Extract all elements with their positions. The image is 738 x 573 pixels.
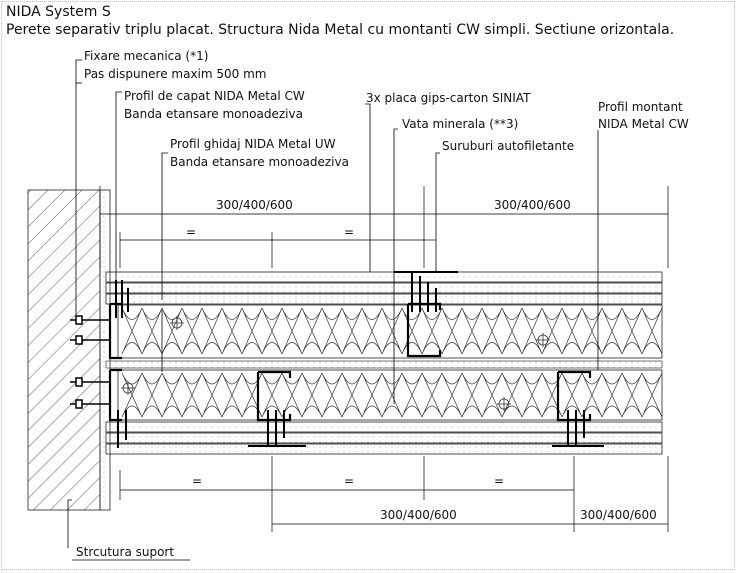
- upper-insulation: [117, 304, 663, 359]
- dim-top-right: 300/400/600: [494, 198, 571, 212]
- drawing-subtitle: Perete separativ triplu placat. Structur…: [6, 22, 675, 38]
- leader-lines: [67, 59, 599, 561]
- label-structura-suport: Strcutura suport: [76, 545, 174, 559]
- dim-bottom-right: 300/400/600: [580, 508, 657, 522]
- label-profil-ghidaj: Profil ghidaj NIDA Metal UW: [170, 137, 336, 151]
- metal-profiles: [108, 302, 592, 422]
- label-placa-gips: 3x placa gips-carton SINIAT: [366, 91, 531, 105]
- support-wall: [27, 189, 111, 511]
- label-vata-minerala: Vata minerala (**3): [402, 117, 518, 131]
- upper-boards: [105, 271, 663, 305]
- dim-bottom-mid: 300/400/600: [380, 508, 457, 522]
- dim-top-left: 300/400/600: [216, 198, 293, 212]
- insulation-pattern: [121, 307, 663, 355]
- stud-profile-lower-2: [556, 370, 592, 422]
- stud-profile-upper: [406, 302, 442, 358]
- dim-equal-top-2: =: [344, 225, 354, 239]
- label-suruburi: Suruburi autofiletante: [442, 139, 574, 153]
- label-banda-etansare-2: Banda etansare monoadeziva: [170, 155, 349, 169]
- middle-board: [105, 360, 663, 369]
- dimension-lines: [99, 186, 669, 532]
- label-banda-etansare-1: Banda etansare monoadeziva: [124, 107, 303, 121]
- dim-equal-bottom-1: =: [192, 474, 202, 488]
- label-profil-montant: Profil montant: [598, 100, 683, 114]
- insulation-pattern: [121, 372, 663, 418]
- screws: [115, 271, 604, 448]
- label-nida-metal-cw: NIDA Metal CW: [598, 117, 689, 131]
- dim-equal-bottom-2: =: [344, 474, 354, 488]
- stud-profile-lower-1: [256, 370, 292, 422]
- label-pas-dispunere: Pas dispunere maxim 500 mm: [84, 67, 266, 81]
- label-profil-capat: Profil de capat NIDA Metal CW: [124, 89, 305, 103]
- lower-insulation: [117, 369, 663, 421]
- label-fixare-mecanica: Fixare mecanica (*1): [84, 49, 208, 63]
- dim-equal-top-1: =: [186, 225, 196, 239]
- drawing-title: NIDA System S: [6, 4, 111, 20]
- dim-equal-bottom-3: =: [494, 474, 504, 488]
- mechanical-fixings: [70, 315, 110, 409]
- center-marks: [121, 316, 550, 411]
- lower-boards: [105, 421, 663, 455]
